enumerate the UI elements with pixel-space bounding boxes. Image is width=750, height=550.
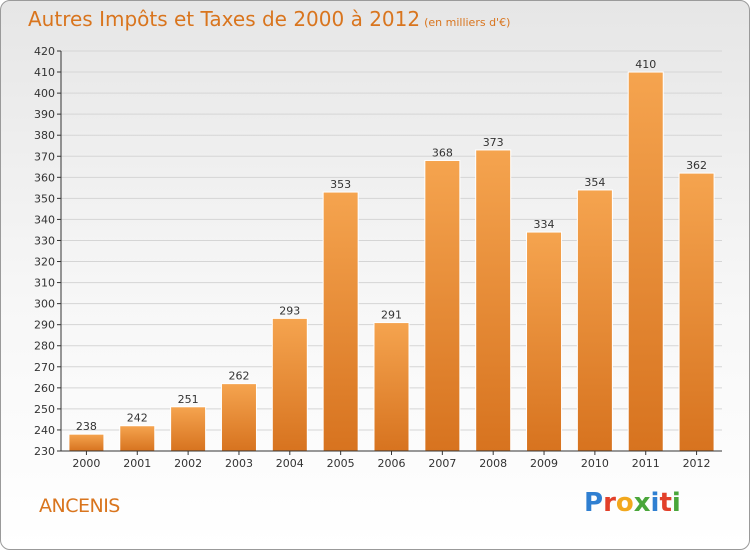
y-tick-label: 360	[34, 171, 55, 184]
x-tick-label: 2011	[632, 457, 660, 470]
logo-letter: i	[671, 488, 681, 518]
data-label: 353	[330, 178, 351, 191]
bar-2010	[576, 189, 613, 452]
logo-letter: r	[603, 488, 616, 518]
data-label: 362	[686, 159, 707, 172]
logo-letter: x	[633, 488, 651, 518]
x-tick-label: 2005	[327, 457, 355, 470]
x-tick-label: 2006	[378, 457, 406, 470]
y-tick-label: 340	[34, 213, 55, 226]
y-tick-label: 230	[34, 445, 55, 458]
data-label: 354	[584, 176, 605, 189]
data-label: 262	[228, 370, 249, 383]
bar-2004	[271, 317, 308, 452]
data-label: 293	[279, 304, 300, 317]
bar-2006	[373, 322, 410, 452]
y-tick-label: 280	[34, 340, 55, 353]
x-tick-label: 2010	[581, 457, 609, 470]
y-tick-label: 310	[34, 277, 55, 290]
labels: 230 240 250 260 270 280 290 300 310 320 330 340 350 3…	[34, 45, 711, 470]
data-label: 238	[76, 420, 97, 433]
x-tick-label: 2009	[530, 457, 558, 470]
bar-2002	[170, 406, 207, 452]
x-tick-label: 2004	[276, 457, 304, 470]
y-tick-label: 410	[34, 66, 55, 79]
y-tick-label: 350	[34, 192, 55, 205]
bars	[68, 71, 715, 452]
axes	[57, 50, 722, 455]
logo-letter: P	[584, 488, 604, 518]
x-tick-label: 2000	[72, 457, 100, 470]
y-tick-label: 250	[34, 403, 55, 416]
x-tick-label: 2007	[428, 457, 456, 470]
x-tick-label: 2002	[174, 457, 202, 470]
city-name: ANCENIS	[39, 495, 120, 517]
data-label: 242	[127, 412, 148, 425]
y-tick-label: 260	[34, 382, 55, 395]
y-tick-label: 300	[34, 298, 55, 311]
bar-2009	[526, 231, 563, 452]
y-tick-label: 330	[34, 234, 55, 247]
logo-letter: t	[659, 488, 672, 518]
data-label: 410	[635, 58, 656, 71]
bar-2001	[119, 425, 156, 452]
x-tick-label: 2003	[225, 457, 253, 470]
bar-2005	[322, 191, 359, 452]
bar-2012	[678, 172, 715, 452]
data-label: 334	[534, 218, 555, 231]
proxiti-logo: Proxiti	[584, 488, 681, 518]
y-tick-label: 290	[34, 319, 55, 332]
data-label: 373	[483, 136, 504, 149]
y-tick-label: 270	[34, 361, 55, 374]
y-tick-label: 370	[34, 150, 55, 163]
y-tick-label: 400	[34, 87, 55, 100]
bar-2011	[627, 71, 664, 452]
chart-subtitle: (en milliers d'€)	[424, 16, 511, 29]
logo-letter: o	[615, 488, 634, 518]
x-tick-label: 2008	[479, 457, 507, 470]
chart-title: Autres Impôts et Taxes de 2000 à 2012 (en…	[28, 7, 510, 31]
bar-2007	[424, 159, 461, 452]
x-tick-label: 2012	[683, 457, 711, 470]
data-label: 368	[432, 146, 453, 159]
y-tick-label: 240	[34, 424, 55, 437]
chart-title-text: Autres Impôts et Taxes de 2000 à 2012	[28, 7, 421, 31]
x-tick-label: 2001	[123, 457, 151, 470]
logo-letter: i	[650, 488, 660, 518]
y-tick-label: 390	[34, 108, 55, 121]
bar-2008	[475, 149, 512, 452]
y-tick-label: 320	[34, 256, 55, 269]
data-label: 251	[178, 393, 199, 406]
data-label: 291	[381, 309, 402, 322]
bar-2000	[68, 433, 105, 452]
y-tick-label: 380	[34, 129, 55, 142]
bar-2003	[220, 383, 257, 452]
y-tick-label: 420	[34, 45, 55, 58]
